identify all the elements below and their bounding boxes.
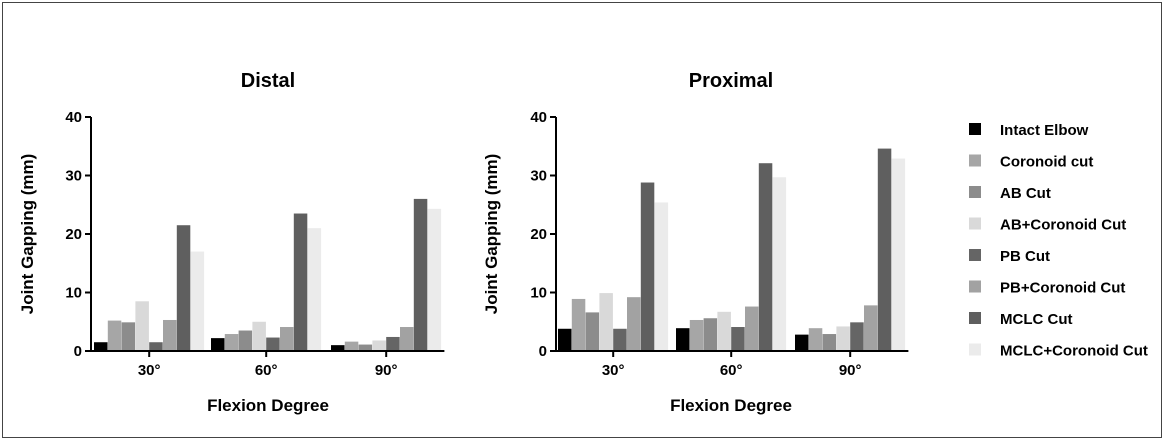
legend-label: MCLC+Coronoid Cut (1000, 343, 1148, 360)
bar-1-1-2 (808, 328, 823, 351)
bar-1-3-2 (836, 326, 850, 351)
y-tick-label: 10 (530, 285, 547, 302)
x-tick-label: 90° (839, 362, 862, 379)
bar-0-3-2 (372, 340, 386, 351)
chart-title-proximal: Proximal (689, 70, 773, 92)
legend-swatch (969, 154, 981, 167)
legend-label: Intact Elbow (1000, 122, 1089, 139)
bar-1-7-0 (654, 202, 669, 351)
legend-label: Coronoid cut (1000, 154, 1093, 171)
bar-0-7-0 (190, 251, 205, 351)
bar-1-0-1 (676, 328, 690, 351)
bar-1-5-0 (627, 297, 641, 351)
y-axis-title-proximal: Joint Gapping (mm) (482, 154, 501, 315)
legend-swatch (969, 280, 981, 293)
bar-1-0-0 (558, 328, 572, 351)
x-tick-label: 90° (375, 362, 398, 379)
bar-1-4-2 (850, 322, 864, 351)
bar-1-2-1 (703, 318, 718, 351)
legend-label: AB+Coronoid Cut (1000, 217, 1126, 234)
chart-proximal: Proximal Joint Gapping (mm) Flexion Degr… (482, 70, 909, 415)
legend-swatch (969, 312, 981, 324)
chart-title-distal: Distal (241, 70, 295, 92)
legend-label: PB+Coronoid Cut (1000, 280, 1125, 297)
legend-swatch (969, 186, 981, 198)
x-tick-label: 30° (602, 362, 625, 379)
bar-1-0-2 (795, 334, 809, 351)
bar-1-4-0 (613, 328, 627, 351)
plot-area-distal: 0 10 20 30 40 30° 60° 90° (65, 109, 445, 379)
bar-0-7-2 (427, 208, 442, 351)
bar-1-2-2 (822, 334, 837, 351)
bar-0-6-0 (176, 225, 191, 351)
bar-1-1-1 (689, 319, 704, 351)
bar-1-6-1 (758, 163, 773, 351)
bar-0-2-0 (121, 322, 136, 351)
legend-label: AB Cut (1000, 185, 1051, 202)
y-tick-label: 0 (74, 343, 82, 360)
bar-0-4-1 (266, 337, 280, 351)
bar-0-4-2 (386, 336, 400, 351)
bar-1-5-2 (864, 305, 878, 351)
bar-0-4-0 (149, 342, 163, 351)
bar-0-0-1 (211, 338, 225, 351)
bar-1-3-1 (717, 311, 731, 351)
y-tick-label: 30 (65, 168, 82, 185)
bar-1-2-0 (585, 312, 600, 351)
y-tick-label: 20 (65, 226, 82, 243)
bar-0-6-1 (293, 213, 308, 351)
legend-swatch (969, 217, 981, 230)
bar-1-4-1 (731, 327, 745, 351)
bar-1-6-0 (640, 182, 655, 351)
bar-0-1-2 (344, 341, 359, 351)
bar-0-5-2 (400, 327, 414, 351)
y-tick-label: 30 (530, 168, 547, 185)
bar-0-0-2 (331, 345, 345, 351)
y-tick-label: 0 (539, 343, 547, 360)
x-tick-label: 30° (138, 362, 161, 379)
bar-0-2-1 (238, 330, 253, 351)
x-axis-title-proximal: Flexion Degree (670, 396, 792, 415)
bar-0-0-0 (94, 342, 108, 351)
bar-0-3-0 (135, 301, 149, 351)
bar-0-6-2 (413, 198, 428, 351)
legend-label: PB Cut (1000, 248, 1050, 265)
legend-swatch (969, 123, 981, 135)
y-tick-label: 20 (530, 226, 547, 243)
bar-1-3-0 (599, 293, 613, 351)
bar-0-3-1 (252, 321, 266, 351)
bar-1-7-2 (891, 158, 906, 351)
legend-swatch (969, 343, 981, 356)
chart-distal: Distal Joint Gapping (mm) Flexion Degree… (18, 70, 445, 415)
bar-1-6-2 (877, 148, 892, 351)
bar-0-1-1 (224, 334, 239, 351)
bar-0-2-2 (358, 344, 373, 351)
bar-1-1-0 (571, 298, 586, 351)
x-axis-title-distal: Flexion Degree (207, 396, 329, 415)
bar-0-5-0 (163, 319, 177, 351)
y-axis-title-distal: Joint Gapping (mm) (18, 154, 37, 315)
figure-frame (2, 2, 1162, 438)
bar-0-5-1 (280, 327, 294, 351)
x-tick-label: 60° (255, 362, 278, 379)
bar-1-7-1 (772, 177, 787, 351)
bar-1-5-1 (745, 306, 759, 351)
y-tick-label: 40 (65, 109, 82, 126)
legend-swatch (969, 249, 981, 261)
y-tick-label: 10 (65, 285, 82, 302)
y-tick-label: 40 (530, 109, 547, 126)
legend: Intact Elbow Coronoid cut AB Cut AB+Coronoi… (969, 122, 1148, 360)
x-tick-label: 60° (720, 362, 743, 379)
bar-0-1-0 (107, 320, 122, 351)
bar-0-7-1 (307, 228, 322, 351)
legend-label: MCLC Cut (1000, 311, 1072, 328)
plot-area-proximal: 0 10 20 30 40 30° 60° 90° (530, 109, 909, 379)
